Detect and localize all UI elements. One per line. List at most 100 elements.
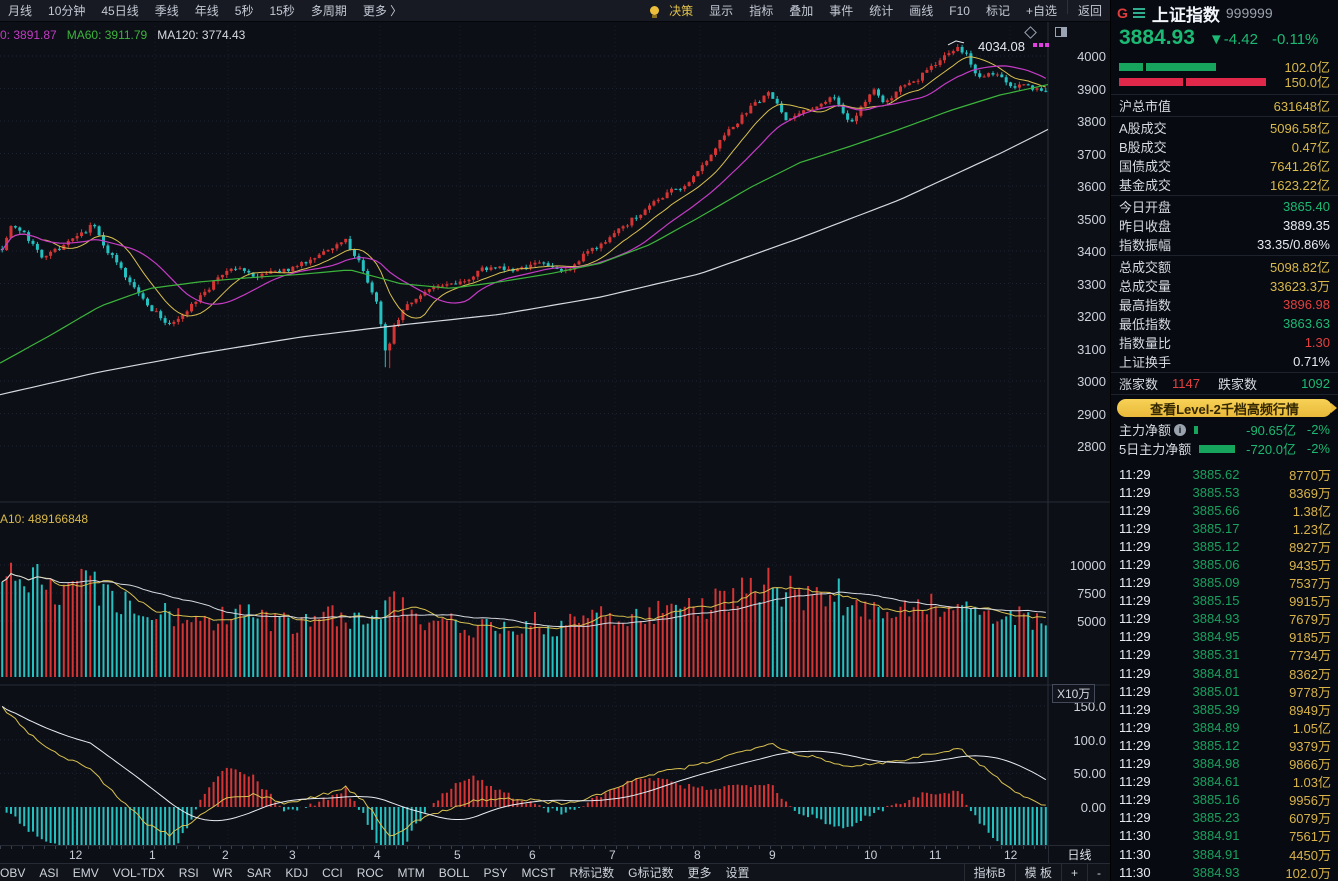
toolbar-period-item[interactable]: 更多 〉 — [362, 4, 403, 18]
month-label: 5 — [454, 848, 461, 862]
tick-amount: 9956万 — [1289, 793, 1331, 809]
volume-ma10-label: A10: 489166848 — [0, 512, 89, 526]
tick-row[interactable]: 11:29 3885.16 9956万 — [1111, 791, 1338, 809]
indicator-tab[interactable]: VOL-TDX — [112, 865, 165, 880]
tick-row[interactable]: 11:29 3885.31 7734万 — [1111, 646, 1338, 664]
tick-row[interactable]: 11:29 3885.06 9435万 — [1111, 555, 1338, 573]
index-title[interactable]: 上证指数 — [1151, 5, 1220, 25]
toolbar-action-item[interactable]: 画线 — [909, 4, 934, 18]
indicator-tab[interactable]: G标记数 — [628, 866, 674, 880]
tick-row[interactable]: 11:29 3885.17 1.23亿 — [1111, 519, 1338, 537]
tick-row[interactable]: 11:29 3885.62 8770万 — [1111, 465, 1338, 483]
toolbar-action-item[interactable]: F10 — [949, 3, 970, 18]
tick-row[interactable]: 11:29 3885.23 6079万 — [1111, 809, 1338, 827]
indicator-tab[interactable]: CCI — [322, 865, 343, 880]
tick-amount: 8949万 — [1289, 702, 1331, 718]
tick-row[interactable]: 11:29 3885.09 7537万 — [1111, 574, 1338, 592]
tick-row[interactable]: 11:30 3884.93 102.0万 — [1111, 863, 1338, 881]
tabbar-right-button[interactable]: 指标B — [963, 864, 1015, 881]
stat-label: 总成交量 — [1119, 279, 1172, 294]
period-label[interactable]: 日线 — [1048, 846, 1110, 863]
tick-time: 11:29 — [1119, 520, 1151, 536]
toolbar-action-item[interactable]: 指标 — [749, 4, 774, 18]
tick-row[interactable]: 11:29 3885.53 8369万 — [1111, 483, 1338, 501]
tick-row[interactable]: 11:29 3885.39 8949万 — [1111, 700, 1338, 718]
buy-sell-bars: 102.0亿 150.0亿 — [1111, 56, 1338, 93]
toolbar-period-item[interactable]: 10分钟 — [48, 4, 86, 18]
indicator-tab[interactable]: 更多 — [687, 866, 712, 880]
tick-row[interactable]: 11:29 3884.95 9185万 — [1111, 628, 1338, 646]
stat-label: 沪总市值 — [1119, 99, 1172, 114]
tick-price: 3885.12 — [1192, 538, 1240, 554]
indicator-tab[interactable]: ROC — [356, 865, 384, 880]
indicator-tab[interactable]: 设置 — [725, 866, 750, 880]
toolbar-action-item[interactable]: 显示 — [709, 4, 734, 18]
toolbar-period-item[interactable]: 15秒 — [269, 4, 295, 18]
toolbar-action-item[interactable]: 统计 — [869, 4, 894, 18]
indicator-tab[interactable]: MTM — [397, 865, 425, 880]
tick-row[interactable]: 11:30 3884.91 4450万 — [1111, 845, 1338, 863]
toolbar-period-item[interactable]: 季线 — [154, 4, 179, 18]
indicator-tab[interactable]: PSY — [483, 865, 508, 880]
tick-amount: 7537万 — [1289, 576, 1331, 592]
indicator-tab[interactable]: MCST — [521, 865, 556, 880]
info-icon[interactable]: i — [1174, 423, 1187, 436]
indicator-tab[interactable]: KDJ — [285, 865, 309, 880]
month-label: 4 — [374, 848, 381, 862]
level2-arrow-icon — [1331, 403, 1337, 413]
tick-row[interactable]: 11:29 3885.01 9778万 — [1111, 682, 1338, 700]
tabbar-right-button[interactable]: + — [1060, 864, 1087, 881]
tick-price: 3884.91 — [1192, 828, 1240, 844]
tick-row[interactable]: 11:29 3885.12 8927万 — [1111, 537, 1338, 555]
tick-amount: 7561万 — [1289, 829, 1331, 845]
buy-bar-seg1 — [1119, 62, 1143, 71]
indicator-tab[interactable]: BOLL — [438, 865, 470, 880]
tick-time: 11:30 — [1119, 864, 1151, 880]
candlestick-chart[interactable] — [0, 22, 1110, 845]
stat-value: 5098.82亿 — [1270, 260, 1330, 275]
tick-row[interactable]: 11:30 3884.91 7561万 — [1111, 827, 1338, 845]
sell-bar-seg2 — [1186, 77, 1266, 86]
tick-row[interactable]: 11:29 3885.15 9915万 — [1111, 592, 1338, 610]
tabbar-right-button[interactable]: - — [1087, 864, 1110, 881]
tick-row[interactable]: 11:29 3884.81 8362万 — [1111, 664, 1338, 682]
indicator-tab[interactable]: RSI — [178, 865, 199, 880]
tabbar-right-button[interactable]: 模 板 — [1014, 864, 1061, 881]
ma120-label: MA120: 3774.43 — [157, 28, 246, 42]
indicator-tab[interactable]: ASI — [39, 865, 59, 880]
toolbar-action-item[interactable]: 事件 — [829, 4, 854, 18]
tick-price: 3884.61 — [1192, 774, 1240, 790]
divider — [1111, 255, 1338, 256]
panel-toggle-icon[interactable] — [1055, 27, 1067, 37]
tick-row[interactable]: 11:29 3884.98 9866万 — [1111, 755, 1338, 773]
indicator-tab[interactable]: R标记数 — [569, 866, 615, 880]
toolbar-action-item[interactable]: 叠加 — [789, 4, 814, 18]
toolbar-period-item[interactable]: 5秒 — [234, 4, 254, 18]
toolbar-action-item[interactable]: 返回 — [1077, 4, 1102, 18]
toolbar-item-decision[interactable]: 决策 — [669, 4, 694, 18]
tick-row[interactable]: 11:29 3884.61 1.03亿 — [1111, 773, 1338, 791]
indicator-tab[interactable]: SAR — [246, 865, 272, 880]
tick-row[interactable]: 11:29 3884.93 7679万 — [1111, 610, 1338, 628]
decliners-value: 1092 — [1301, 376, 1330, 391]
toolbar-period-item[interactable]: 年线 — [194, 4, 219, 18]
tick-row[interactable]: 11:29 3884.89 1.05亿 — [1111, 718, 1338, 736]
toolbar-period-item[interactable]: 多周期 — [310, 4, 347, 18]
main-flow-pct: -2% — [1306, 422, 1330, 437]
indicator-tab[interactable]: WR — [212, 865, 233, 880]
tabbar-right-cluster: 指标B 模 板 + - — [963, 864, 1110, 881]
last-price: 3884.93 — [1119, 26, 1195, 49]
tick-row[interactable]: 11:29 3885.66 1.38亿 — [1111, 501, 1338, 519]
indicator-tab[interactable]: OBV — [0, 865, 26, 880]
menu-icon[interactable] — [1132, 8, 1145, 10]
tick-row[interactable]: 11:29 3885.12 9379万 — [1111, 736, 1338, 754]
toolbar-action-item[interactable]: 标记 — [985, 4, 1010, 18]
level2-button[interactable]: 查看Level-2千档高频行情 — [1117, 399, 1337, 417]
indicator-tab[interactable]: EMV — [72, 865, 99, 880]
tick-list[interactable]: 11:29 3885.62 8770万 11:29 3885.53 8369万 11:29 3… — [1111, 465, 1338, 881]
toolbar-period-item[interactable]: 45日线 — [101, 4, 139, 18]
volume-ma-overlay: A10: 489166848 — [0, 512, 98, 526]
toolbar-period-item[interactable]: 月线 — [8, 4, 33, 18]
toolbar-action-item[interactable]: +自选 — [1025, 4, 1057, 18]
